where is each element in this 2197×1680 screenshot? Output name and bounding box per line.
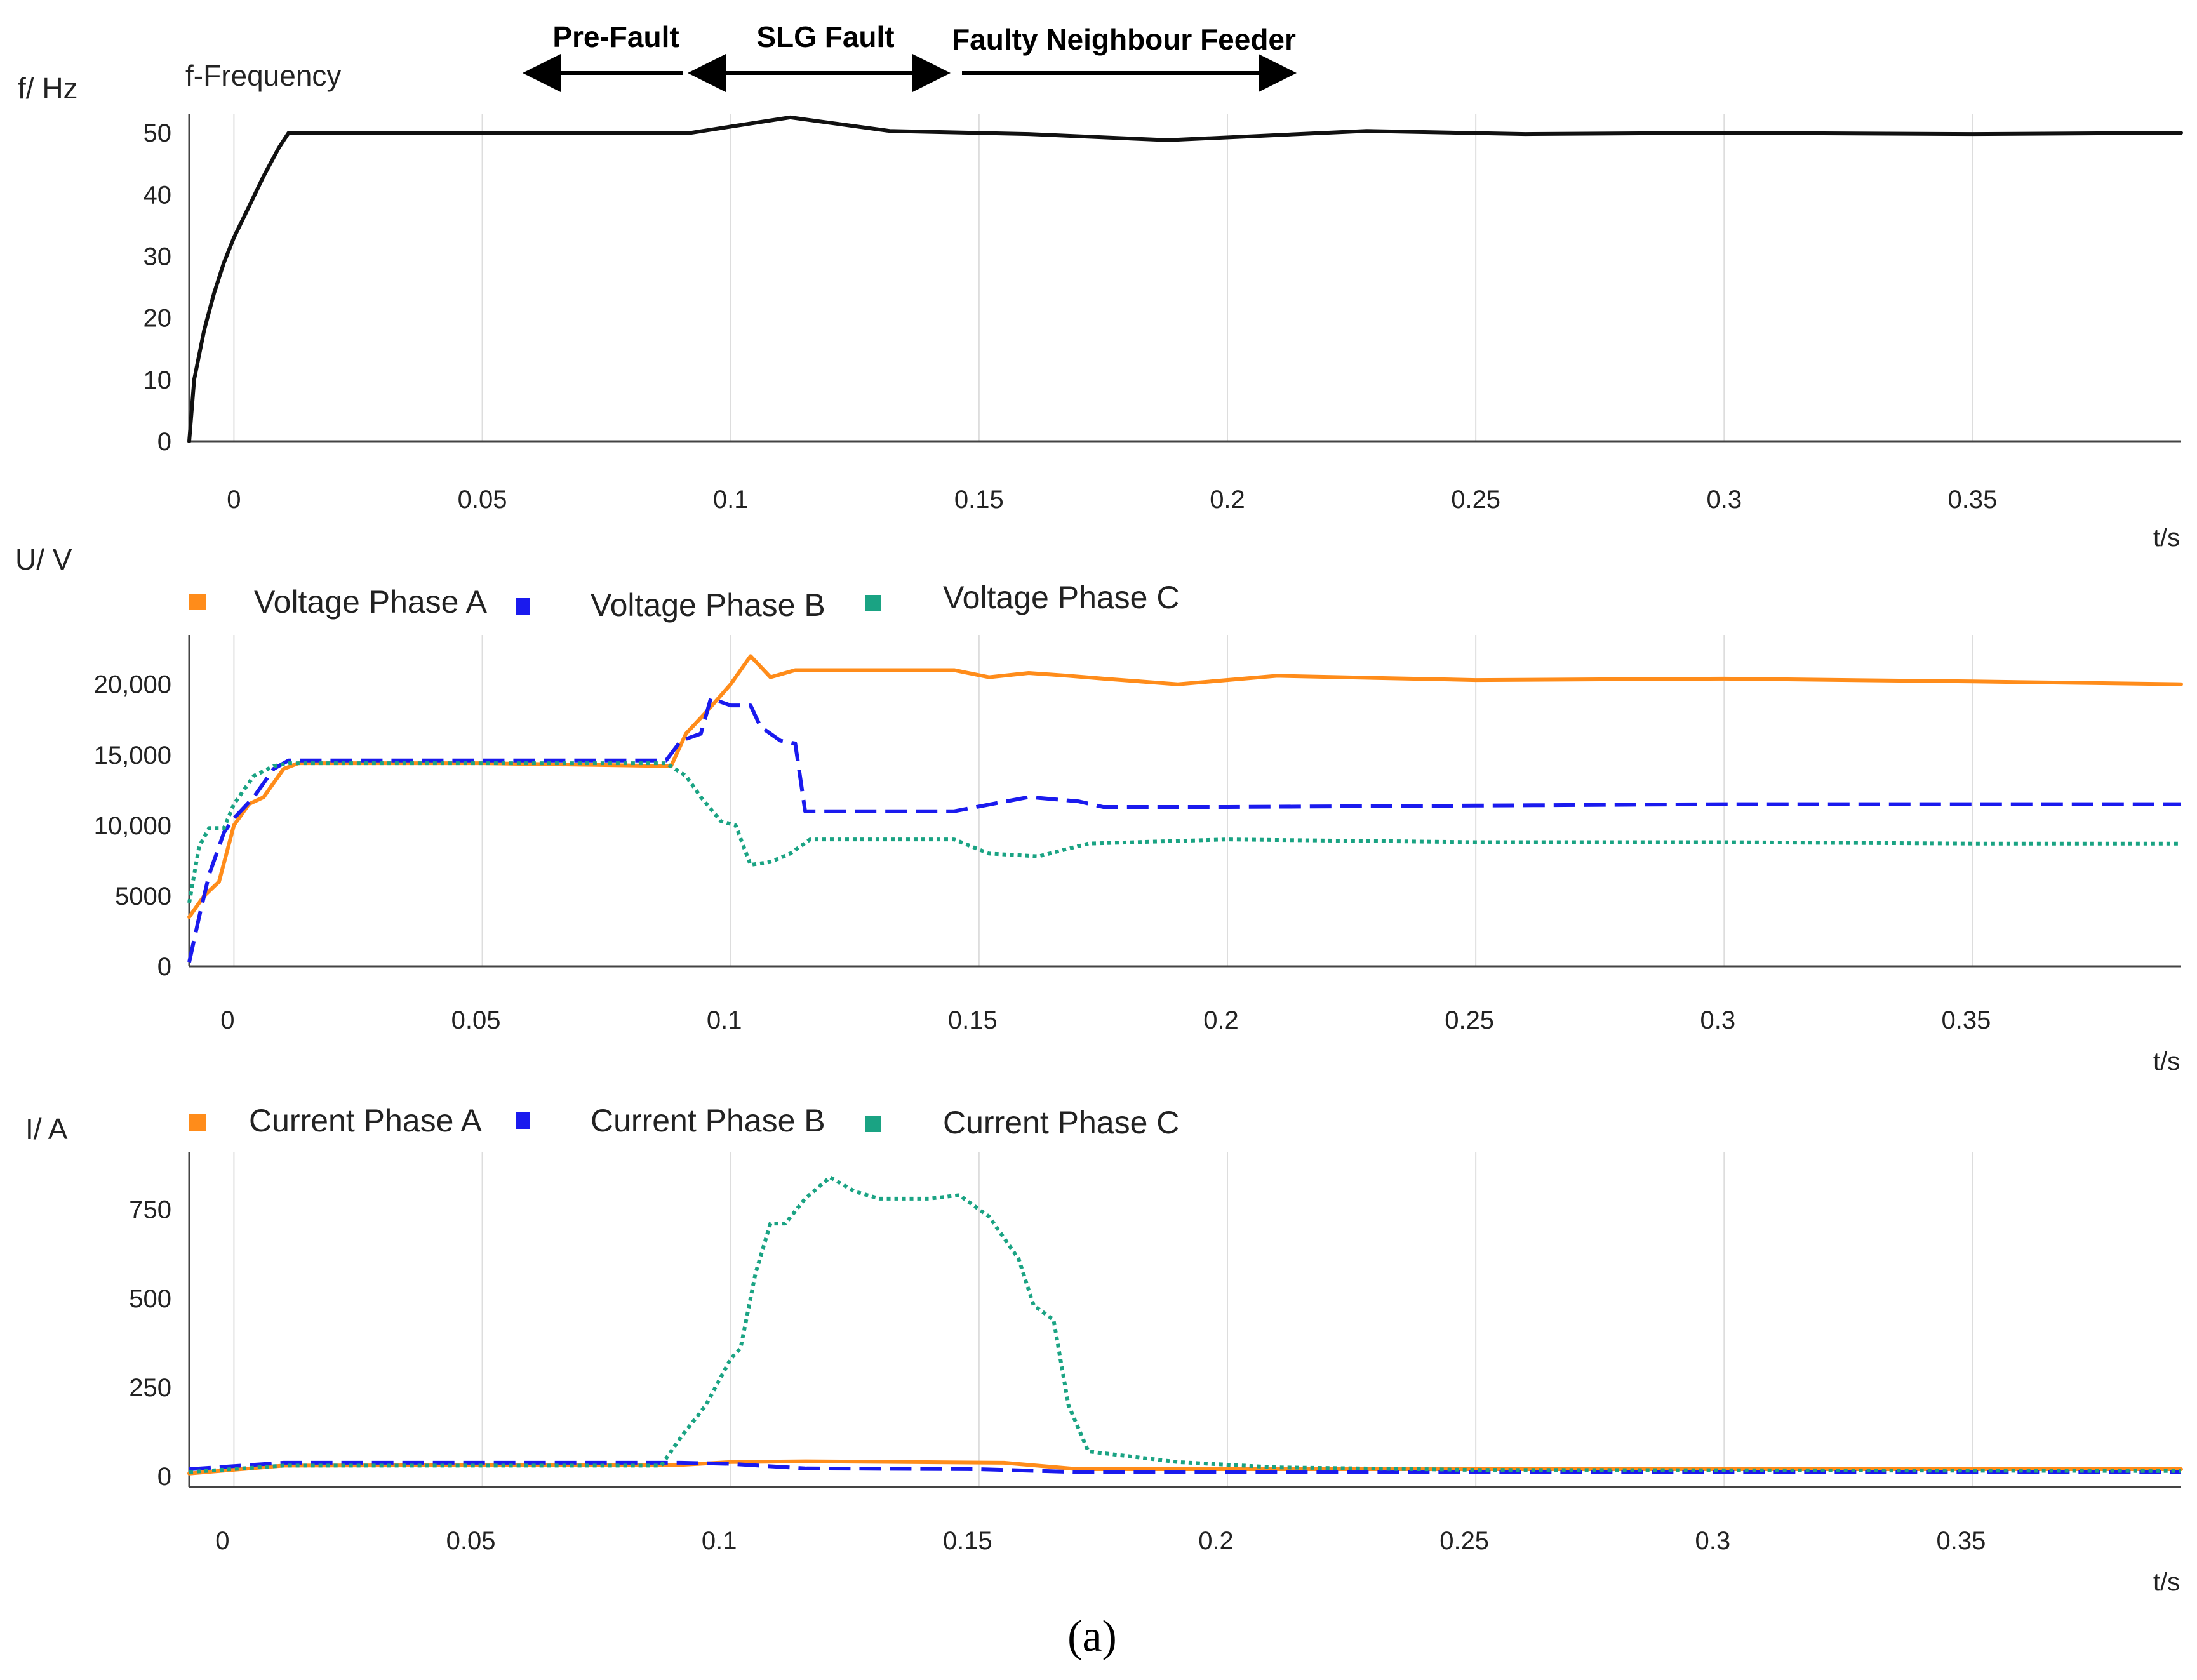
- current-y-tick-label: 250: [129, 1374, 171, 1402]
- legend-label-voltage-b: Voltage Phase B: [591, 587, 825, 623]
- voltage-x-tick-label: 0.3: [1700, 1006, 1735, 1034]
- voltage-chart: U/ V Voltage Phase A Voltage Phase B Vol…: [15, 543, 2183, 1076]
- legend-swatch-voltage-c: [865, 595, 881, 611]
- current-x-tick-label: 0.05: [446, 1527, 496, 1555]
- current-x-tick-label: 0.35: [1937, 1527, 1986, 1555]
- voltage-x-tick-label: 0.05: [451, 1006, 501, 1034]
- voltage-y-axis-label: U/ V: [15, 543, 72, 576]
- frequency-y-axis-label: f/ Hz: [18, 72, 78, 105]
- annotation-slg-fault: SLG Fault: [756, 20, 894, 53]
- legend-label-current-a: Current Phase A: [249, 1103, 483, 1138]
- legend-label-voltage-c: Voltage Phase C: [943, 580, 1180, 615]
- current-x-tick-label: 0.2: [1198, 1527, 1234, 1555]
- current-x-axis-label: t/s: [2153, 1568, 2180, 1596]
- voltage-y-tick-label: 15,000: [94, 742, 171, 770]
- frequency-x-tick-label: 0.2: [1210, 486, 1245, 514]
- frequency-chart-title: f-Frequency: [185, 59, 341, 92]
- current-series-current-phase-c: [189, 1175, 2182, 1474]
- legend-swatch-voltage-b: [516, 598, 530, 615]
- voltage-series-voltage-phase-c: [187, 761, 2181, 903]
- voltage-x-tick-label: 0.25: [1445, 1006, 1494, 1034]
- voltage-x-tick-label: 0.35: [1942, 1006, 1991, 1034]
- annotation-pre-fault: Pre-Fault: [552, 20, 679, 53]
- legend-label-current-c: Current Phase C: [943, 1105, 1179, 1140]
- current-series-current-phase-b: [189, 1460, 2181, 1474]
- frequency-y-tick-label: 0: [157, 428, 171, 456]
- frequency-x-tick-label: 0.15: [954, 486, 1004, 514]
- voltage-legend: Voltage Phase A Voltage Phase B Voltage …: [189, 580, 1180, 623]
- current-legend: Current Phase A Current Phase B Current …: [189, 1103, 1179, 1140]
- current-y-tick-label: 500: [129, 1285, 171, 1313]
- frequency-series-f-frequency: [187, 115, 2183, 443]
- phase-annotations: Pre-Fault SLG Fault Faulty Neighbour Fee…: [523, 20, 1297, 92]
- current-chart: I/ A Current Phase A Current Phase B Cur…: [25, 1103, 2183, 1596]
- voltage-x-tick-label: 0: [220, 1006, 234, 1034]
- frequency-x-tick-label: 0.35: [1948, 486, 1998, 514]
- figure-caption: (a): [1067, 1612, 1117, 1661]
- frequency-x-tick-label: 0.3: [1706, 486, 1742, 514]
- legend-swatch-current-a: [189, 1114, 206, 1131]
- voltage-x-tick-label: 0.2: [1203, 1006, 1239, 1034]
- legend-label-current-b: Current Phase B: [591, 1103, 825, 1138]
- frequency-x-tick-label: 0: [227, 486, 241, 514]
- frequency-y-tick-label: 30: [144, 243, 172, 270]
- frequency-y-tick-label: 20: [144, 305, 172, 333]
- voltage-x-tick-label: 0.15: [948, 1006, 998, 1034]
- current-x-tick-label: 0.25: [1439, 1527, 1489, 1555]
- frequency-y-tick-label: 10: [144, 366, 172, 394]
- voltage-y-tick-label: 0: [157, 953, 171, 981]
- legend-swatch-voltage-a: [189, 594, 206, 610]
- legend-label-voltage-a: Voltage Phase A: [254, 584, 488, 620]
- frequency-y-tick-label: 50: [144, 119, 172, 147]
- frequency-x-tick-label: 0.1: [713, 486, 749, 514]
- legend-swatch-current-b: [516, 1112, 530, 1129]
- frequency-x-tick-label: 0.05: [458, 486, 507, 514]
- current-x-tick-label: 0.15: [943, 1527, 992, 1555]
- voltage-x-tick-label: 0.1: [707, 1006, 742, 1034]
- legend-swatch-current-c: [865, 1116, 881, 1132]
- frequency-chart: f/ Hz f-Frequency 0 10 20 30 40 50 0 0.05 0.1 0.1…: [18, 59, 2183, 552]
- annotation-faulty-neighbour-feeder: Faulty Neighbour Feeder: [952, 23, 1296, 56]
- voltage-series-voltage-phase-b: [187, 697, 2181, 963]
- voltage-y-tick-label: 10,000: [94, 812, 171, 840]
- current-y-tick-label: 0: [157, 1463, 171, 1491]
- voltage-x-axis-label: t/s: [2153, 1048, 2180, 1076]
- current-x-tick-label: 0.3: [1695, 1527, 1730, 1555]
- voltage-y-tick-label: 20,000: [94, 671, 171, 699]
- voltage-y-tick-label: 5000: [115, 883, 171, 910]
- current-x-tick-label: 0.1: [702, 1527, 737, 1555]
- frequency-y-tick-label: 40: [144, 181, 172, 209]
- current-y-tick-label: 750: [129, 1196, 171, 1224]
- current-y-axis-label: I/ A: [25, 1112, 68, 1145]
- current-x-tick-label: 0: [215, 1527, 229, 1555]
- voltage-series-voltage-phase-a: [187, 654, 2183, 919]
- frequency-x-tick-label: 0.25: [1451, 486, 1500, 514]
- frequency-x-axis-label: t/s: [2153, 524, 2180, 552]
